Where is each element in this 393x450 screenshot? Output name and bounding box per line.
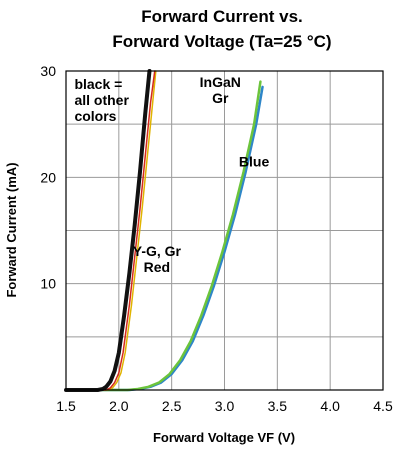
tick-labels: 1.5 2.0 2.5 3.0 3.5 4.0 4.5 30 20 10 <box>40 63 393 414</box>
annotation-ingan: Gr <box>212 90 229 106</box>
series-line-red <box>65 70 156 391</box>
x-tick-label: 4.0 <box>320 398 340 414</box>
grid <box>66 71 383 390</box>
series-line-green <box>64 80 262 392</box>
annotation-blue: Blue <box>239 154 270 170</box>
series-line-ygr <box>65 70 157 391</box>
y-axis-title: Forward Current (mA) <box>4 162 19 297</box>
series-line-black <box>64 69 152 392</box>
chart-title-line-1: Forward Current vs. <box>141 7 303 26</box>
y-tick-label: 10 <box>40 276 56 292</box>
x-tick-label: 1.5 <box>56 398 76 414</box>
annotation-black: colors <box>74 108 116 124</box>
x-tick-label: 2.5 <box>162 398 182 414</box>
x-tick-label: 2.0 <box>109 398 129 414</box>
x-tick-label: 4.5 <box>373 398 393 414</box>
chart-title-line-2: Forward Voltage (Ta=25 °C) <box>112 32 331 51</box>
series-line-blue <box>64 85 264 392</box>
plot-frame <box>65 70 384 391</box>
annotation-ingan: InGaN <box>200 74 241 90</box>
annotation-black: all other <box>74 92 129 108</box>
x-tick-label: 3.5 <box>268 398 288 414</box>
series-lines <box>64 69 264 392</box>
x-axis-title: Forward Voltage VF (V) <box>153 430 295 445</box>
annotation-ygr: Y-G, Gr <box>133 243 182 259</box>
y-tick-label: 30 <box>40 63 56 79</box>
annotation-ygr: Red <box>144 259 170 275</box>
x-tick-label: 3.0 <box>215 398 235 414</box>
annotation-black: black = <box>74 76 122 92</box>
y-tick-label: 20 <box>40 169 56 185</box>
